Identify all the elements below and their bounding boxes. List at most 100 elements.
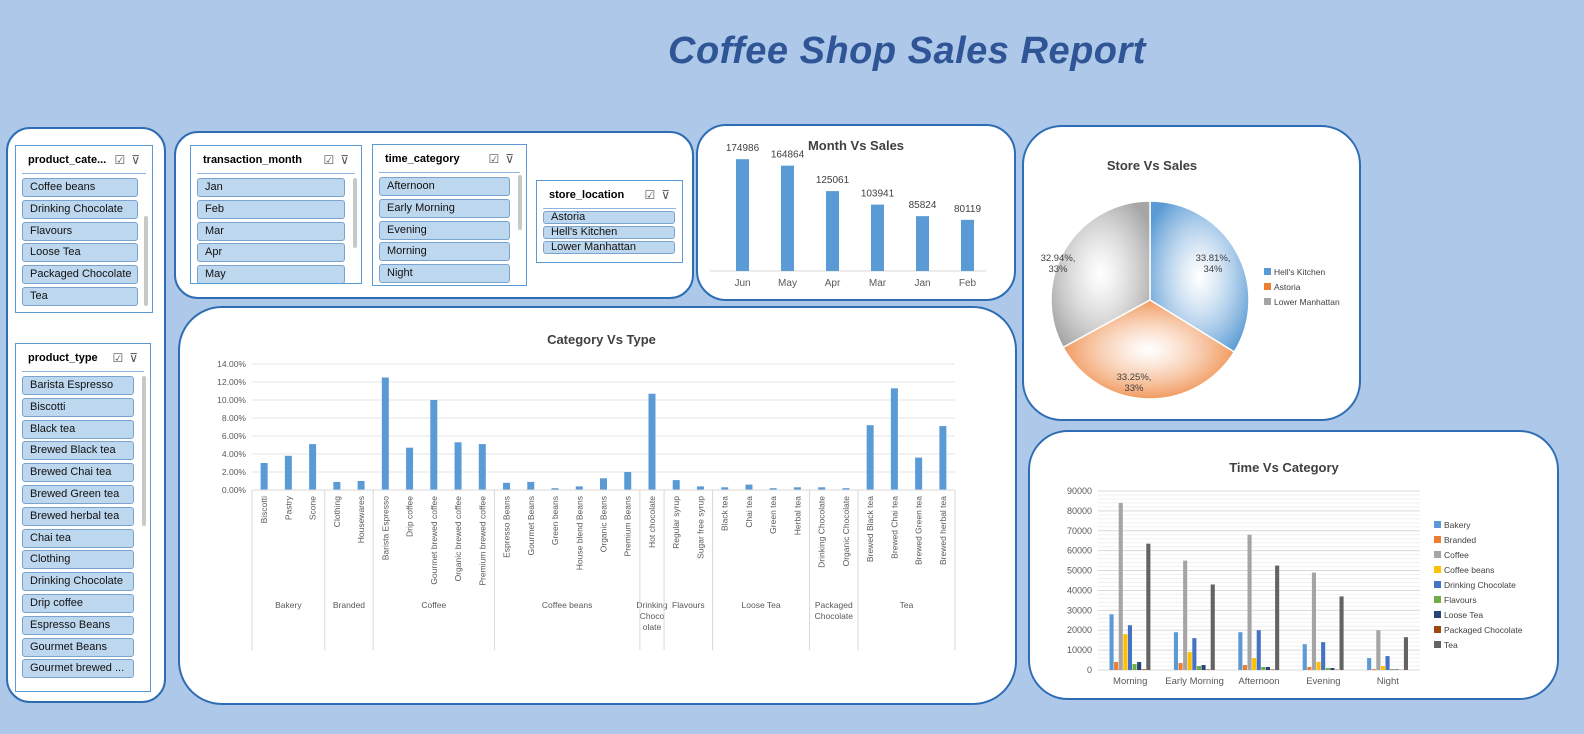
slicer-item[interactable]: Hell's Kitchen	[543, 226, 675, 239]
clear-filter-icon[interactable]: ⊽	[661, 187, 670, 202]
bar	[1321, 642, 1326, 670]
bar	[1403, 637, 1408, 670]
slicer-item[interactable]: Biscotti	[22, 397, 134, 417]
legend-label: Loose Tea	[1444, 610, 1483, 620]
x-tick-label: Afternoon	[1238, 676, 1279, 687]
pie-slice	[1050, 200, 1151, 349]
data-label: 85824	[909, 200, 937, 211]
bar	[818, 487, 826, 490]
bar	[575, 486, 583, 490]
bar	[1247, 534, 1252, 670]
slicer-item[interactable]: Evening	[379, 220, 510, 240]
slicer-scrollbar[interactable]	[144, 216, 148, 306]
bar	[1123, 634, 1128, 670]
y-tick-label: 60000	[1067, 546, 1092, 556]
slicer-item[interactable]: Brewed Chai tea	[22, 463, 134, 483]
slicer-item[interactable]: Clothing	[22, 550, 134, 570]
slicer-item[interactable]: Gourmet Beans	[22, 637, 134, 657]
legend-label: Tea	[1444, 640, 1458, 650]
y-tick-label: 8.00%	[222, 413, 247, 423]
slicer-item[interactable]: Night	[379, 264, 510, 284]
multi-select-icon[interactable]: ☑	[644, 187, 656, 202]
product-category-slicer-title: product_cate...	[28, 153, 107, 166]
clear-filter-icon[interactable]: ⊽	[505, 151, 514, 166]
product-type-slicer: product_type ☑ ⊽ Barista Espresso Biscot…	[15, 343, 151, 692]
slicer-item[interactable]: Feb	[197, 199, 345, 219]
bar	[1307, 667, 1312, 670]
slicer-item[interactable]: Coffee beans	[22, 178, 138, 197]
legend-label: Astoria	[1274, 282, 1301, 292]
x-tick-label: Sugar free syrup	[695, 496, 705, 559]
multi-select-icon[interactable]: ☑	[112, 350, 124, 365]
bar	[1127, 625, 1132, 670]
y-tick-label: 90000	[1067, 486, 1092, 496]
x-tick-label: Chai tea	[744, 496, 754, 528]
slicer-scrollbar[interactable]	[142, 376, 146, 526]
y-tick-label: 0	[1087, 665, 1092, 675]
bar	[769, 488, 777, 490]
bar	[1275, 565, 1280, 670]
slicer-item[interactable]: Espresso Beans	[22, 615, 134, 635]
slicer-item[interactable]: Brewed Black tea	[22, 441, 134, 461]
slicer-item[interactable]: Black tea	[22, 419, 134, 439]
slicer-scrollbar[interactable]	[518, 175, 522, 230]
x-tick-label: Green tea	[768, 496, 778, 534]
x-tick-label: Organic Beans	[599, 496, 609, 552]
bar	[1210, 584, 1215, 670]
slicer-item[interactable]: Flavours	[22, 221, 138, 241]
slicer-item[interactable]: Jan	[197, 178, 345, 197]
slicer-item[interactable]: Drinking Chocolate	[22, 572, 134, 592]
slicer-item[interactable]: Chai tea	[22, 528, 134, 548]
slicer-item[interactable]: Loose Tea	[22, 243, 138, 263]
month-vs-sales-title: Month Vs Sales	[807, 138, 905, 153]
legend-swatch	[1434, 536, 1441, 543]
slicer-item[interactable]: Brewed herbal tea	[22, 506, 134, 526]
slicer-item[interactable]: Gourmet brewed ...	[22, 659, 134, 679]
store-location-slicer: store_location ☑ ⊽ Astoria Hell's Kitche…	[536, 180, 683, 263]
bar	[1196, 666, 1201, 670]
x-tick-label: Green beans	[550, 496, 560, 545]
clear-filter-icon[interactable]: ⊽	[340, 152, 349, 167]
data-label: 80119	[954, 204, 982, 215]
clear-filter-icon[interactable]: ⊽	[129, 350, 138, 365]
slicer-item[interactable]: Drinking Chocolate	[22, 199, 138, 219]
clear-filter-icon[interactable]: ⊽	[131, 152, 140, 167]
x-tick-label: Hot chocolate	[647, 496, 657, 548]
y-tick-label: 40000	[1067, 585, 1092, 595]
slicer-item[interactable]: Lower Manhattan	[543, 241, 675, 254]
group-label: Branded	[333, 600, 365, 610]
bar	[333, 481, 341, 490]
slicer-item[interactable]: Drip coffee	[22, 593, 134, 613]
slicer-scrollbar[interactable]	[353, 178, 357, 248]
slicer-item[interactable]: Barista Espresso	[22, 376, 134, 395]
slicer-item[interactable]: Tea	[22, 286, 138, 306]
slicer-item[interactable]: Astoria	[543, 211, 675, 224]
slicer-item[interactable]: Mar	[197, 221, 345, 241]
bar	[1114, 662, 1119, 670]
slicer-item[interactable]: Packaged Chocolate	[22, 265, 138, 285]
bar	[1325, 668, 1330, 670]
x-tick-label: Brewed Chai tea	[889, 496, 899, 559]
store-vs-sales-chart: 33.81%, 34% 33.25%, 33% 32.94%, 33% Hell's Kit…	[1041, 200, 1340, 400]
slicer-item[interactable]: Afternoon	[379, 177, 510, 196]
bar	[1256, 630, 1261, 670]
multi-select-icon[interactable]: ☑	[114, 152, 126, 167]
multi-select-icon[interactable]: ☑	[323, 152, 335, 167]
x-tick-label: Morning	[1113, 676, 1147, 687]
legend-label: Flavours	[1444, 595, 1477, 605]
x-tick-label: Premium Beans	[623, 496, 633, 556]
x-tick-label: Herbal tea	[792, 496, 802, 535]
bar	[454, 442, 462, 490]
bar	[260, 463, 268, 490]
slicer-item[interactable]: Early Morning	[379, 198, 510, 218]
slicer-item[interactable]: Brewed Green tea	[22, 484, 134, 504]
bar	[1187, 652, 1192, 670]
slicer-item[interactable]: Apr	[197, 243, 345, 263]
bar	[781, 165, 794, 271]
multi-select-icon[interactable]: ☑	[488, 151, 500, 166]
slicer-item[interactable]: Morning	[379, 242, 510, 262]
slicer-item[interactable]: May	[197, 265, 345, 283]
data-label: 164864	[771, 150, 805, 161]
tick-label: Jun	[734, 278, 750, 289]
tick-label: Feb	[959, 278, 977, 289]
